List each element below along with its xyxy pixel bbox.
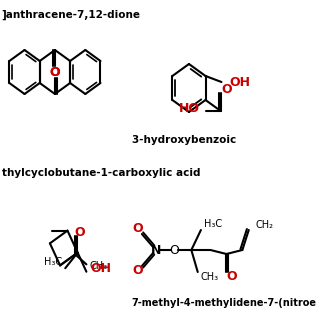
Text: CH₃: CH₃ (201, 272, 219, 282)
Text: CH₃: CH₃ (90, 261, 108, 271)
Text: H₃C: H₃C (204, 219, 222, 229)
Text: O: O (50, 66, 60, 78)
Text: CH₂: CH₂ (255, 220, 273, 230)
Text: O: O (75, 226, 85, 239)
Text: O: O (132, 222, 143, 236)
Text: OH: OH (91, 262, 111, 275)
Text: O: O (222, 83, 232, 95)
Text: thylcyclobutane-1-carboxylic acid: thylcyclobutane-1-carboxylic acid (2, 168, 200, 178)
Text: O: O (132, 265, 143, 277)
Text: O: O (50, 66, 60, 78)
Text: OH: OH (229, 76, 251, 89)
Text: 3-hydroxybenzoic: 3-hydroxybenzoic (132, 135, 239, 145)
Text: H₃C: H₃C (44, 257, 62, 267)
Text: ]anthracene-7,12-dione: ]anthracene-7,12-dione (2, 10, 140, 20)
Text: HO: HO (179, 101, 200, 115)
Text: 7-methyl-4-methylidene-7-(nitroe: 7-methyl-4-methylidene-7-(nitroe (132, 298, 316, 308)
Text: O: O (170, 244, 180, 257)
Text: O: O (226, 270, 236, 284)
Text: N: N (151, 244, 162, 257)
